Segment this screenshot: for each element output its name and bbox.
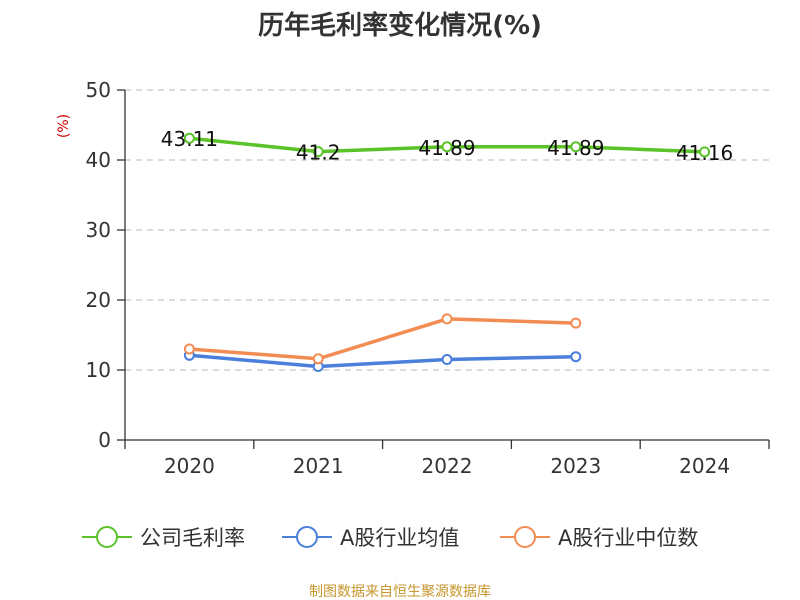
data-point (570, 351, 582, 363)
data-point (183, 343, 195, 355)
data-point (312, 146, 324, 158)
data-point (570, 317, 582, 329)
data-label: 41.89 (418, 136, 475, 160)
x-tick-label: 2021 (293, 454, 344, 478)
data-point (441, 313, 453, 325)
y-tick-label: 50 (86, 78, 111, 102)
legend-label: A股行业均值 (340, 526, 459, 550)
x-tick-label: 2024 (679, 454, 730, 478)
y-axis-unit-label: (%) (56, 114, 72, 138)
data-point (312, 353, 324, 365)
legend-marker (296, 526, 318, 548)
series-lines (183, 132, 711, 372)
legend-marker (96, 526, 118, 548)
legend-label: A股行业中位数 (558, 526, 698, 550)
legend: 公司毛利率 A股行业均值 A股行业中位数 (82, 526, 698, 550)
legend-marker (514, 526, 536, 548)
data-point (441, 141, 453, 153)
data-labels: 43.11 41.2 41.89 41.89 41.16 (161, 127, 733, 165)
chart-title: 历年毛利率变化情况(%) (258, 10, 542, 41)
data-label: 41.2 (296, 141, 341, 165)
data-point (699, 146, 711, 158)
data-point (570, 141, 582, 153)
y-tick-label: 40 (86, 148, 111, 172)
x-tick-label: 2023 (550, 454, 601, 478)
series-line-2 (189, 317, 576, 361)
y-tick-label: 30 (86, 218, 111, 242)
gridlines (125, 89, 769, 371)
x-tick-label: 2022 (422, 454, 473, 478)
data-label: 43.11 (161, 127, 218, 151)
legend-label: 公司毛利率 (140, 526, 245, 550)
data-point (441, 354, 453, 365)
y-tick-label: 0 (98, 428, 111, 452)
series-line-1 (189, 353, 576, 369)
source-note: 制图数据来自恒生聚源数据库 (309, 584, 491, 600)
x-tick-label: 2020 (164, 454, 215, 478)
data-label: 41.16 (676, 141, 733, 165)
axes: 0 10 20 30 40 50 2020 2021 2022 2023 2024 (86, 78, 770, 478)
data-label: 41.89 (547, 136, 604, 160)
y-tick-label: 20 (86, 288, 111, 312)
data-point (183, 132, 195, 144)
y-tick-label: 10 (86, 358, 111, 382)
